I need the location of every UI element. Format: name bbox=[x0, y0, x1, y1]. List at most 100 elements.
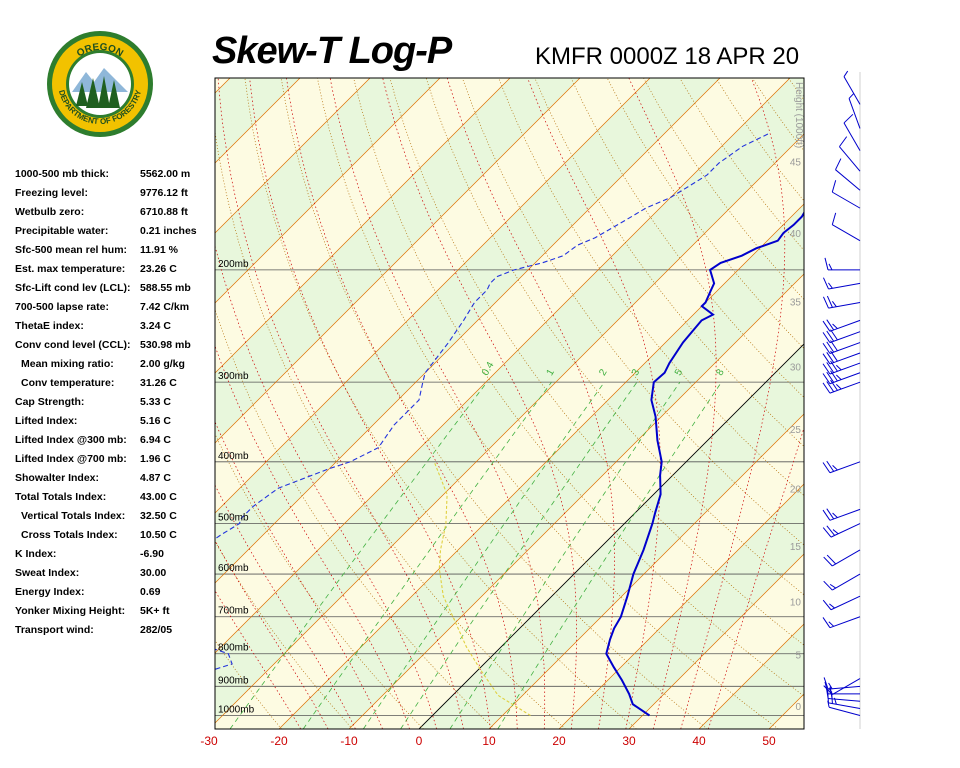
wind-barb-shaft bbox=[843, 122, 861, 151]
wind-barb-feather bbox=[824, 257, 829, 271]
wind-barb-feather bbox=[832, 323, 838, 329]
wind-barb-shaft bbox=[830, 523, 861, 538]
wind-barb bbox=[822, 523, 861, 538]
wind-barb-feather bbox=[828, 621, 835, 627]
index-value: 23.26 C bbox=[140, 263, 177, 275]
index-row: Conv temperature: 31.26 C bbox=[15, 377, 215, 396]
isotherm-line bbox=[215, 78, 651, 514]
isotherm-line bbox=[215, 78, 721, 584]
wind-barb-feather bbox=[828, 263, 833, 271]
temperature-tick-label: 0 bbox=[416, 734, 423, 748]
temperature-tick-label: 20 bbox=[552, 734, 566, 748]
index-value: 32.50 C bbox=[140, 510, 177, 522]
wind-barb-feather bbox=[822, 462, 831, 474]
wind-barb-feather bbox=[823, 685, 833, 695]
index-row: Vertical Totals Index: 32.50 C bbox=[15, 510, 215, 529]
wind-barb bbox=[822, 277, 861, 290]
wind-barb bbox=[822, 350, 861, 365]
wind-barb-shaft bbox=[835, 169, 861, 191]
wind-barb bbox=[839, 136, 861, 172]
isotherm-line bbox=[0, 78, 20, 729]
index-label: Mean mixing ratio: bbox=[21, 358, 114, 370]
temperature-tick-label: -10 bbox=[340, 734, 358, 748]
height-tick-label: 10 bbox=[790, 597, 802, 608]
wind-barb-shaft bbox=[828, 698, 861, 702]
pressure-level-label: 800mb bbox=[218, 643, 249, 654]
wind-barb-feather bbox=[826, 525, 836, 536]
moist-adiabat bbox=[215, 589, 301, 729]
index-row: Freezing level: 9776.12 ft bbox=[15, 187, 215, 206]
temperature-tick-label: -20 bbox=[270, 734, 288, 748]
wind-barb bbox=[822, 329, 861, 344]
mixing-ratio-label: 1 bbox=[545, 367, 558, 378]
index-label: Yonker Mixing Height: bbox=[15, 605, 126, 617]
index-row: Sfc-500 mean rel hum: 11.91 % bbox=[15, 244, 215, 263]
wind-barb-shaft bbox=[829, 372, 861, 385]
index-label: Lifted Index: bbox=[15, 415, 78, 427]
wind-barb-feather bbox=[822, 332, 831, 343]
mixing-ratio-label: 8 bbox=[714, 367, 727, 378]
index-label: Total Totals Index: bbox=[15, 491, 107, 503]
index-value: 5562.00 m bbox=[140, 168, 191, 180]
index-row: Lifted Index: 5.16 C bbox=[15, 415, 215, 434]
index-row: K Index: -6.90 bbox=[15, 548, 215, 567]
index-row: Showalter Index: 4.87 C bbox=[15, 472, 215, 491]
wind-barb bbox=[843, 70, 861, 105]
index-value: 30.00 bbox=[140, 567, 167, 579]
index-row: Mean mixing ratio: 2.00 g/kg bbox=[15, 358, 215, 377]
mixing-ratio-label: 2 bbox=[597, 367, 610, 378]
wind-barb-feather bbox=[839, 136, 848, 147]
index-label: ThetaE index: bbox=[15, 320, 84, 332]
isotherm-band bbox=[215, 78, 804, 723]
wind-barb-feather bbox=[826, 381, 835, 393]
isotherm-line bbox=[0, 78, 160, 729]
index-label: Showalter Index: bbox=[15, 472, 100, 484]
dry-adiabat bbox=[215, 639, 282, 729]
mixing-ratio-line bbox=[497, 381, 722, 729]
index-value: 0.69 bbox=[140, 586, 161, 598]
wind-barb-feather bbox=[828, 682, 833, 690]
station-time-label: KMFR 0000Z 18 APR 20 bbox=[535, 43, 800, 70]
index-label: 1000-500 mb thick: bbox=[15, 168, 109, 180]
dry-adiabat bbox=[389, 78, 804, 646]
wind-barb-feather bbox=[826, 319, 835, 331]
index-value: 6710.88 ft bbox=[140, 206, 188, 218]
height-tick-label: 20 bbox=[790, 485, 802, 496]
moist-adiabat bbox=[286, 78, 518, 729]
wind-barb-feather bbox=[835, 384, 842, 390]
wind-barb bbox=[822, 508, 861, 521]
wind-barb bbox=[823, 678, 861, 695]
dry-adiabat bbox=[788, 78, 804, 101]
wind-barb-shaft bbox=[829, 352, 861, 365]
wind-barb bbox=[835, 158, 861, 191]
index-value: 0.21 inches bbox=[140, 225, 197, 237]
wind-barb-feather bbox=[830, 360, 838, 372]
height-tick-label: 15 bbox=[790, 542, 802, 553]
wind-barb-feather bbox=[822, 320, 831, 332]
isotherm-line bbox=[628, 553, 804, 729]
index-row: Yonker Mixing Height: 5K+ ft bbox=[15, 605, 215, 624]
wind-barb bbox=[831, 180, 861, 209]
wind-barb-feather bbox=[826, 362, 835, 373]
temperature-tick-label: 30 bbox=[622, 734, 636, 748]
isotherm-line bbox=[488, 413, 804, 729]
height-tick-label: 45 bbox=[790, 157, 802, 168]
index-label: Wetbulb zero: bbox=[15, 206, 85, 218]
index-row: Cross Totals Index: 10.50 C bbox=[15, 529, 215, 548]
index-value: 6.94 C bbox=[140, 434, 171, 446]
wind-barb-feather bbox=[832, 529, 839, 535]
isotherm-line bbox=[215, 78, 511, 374]
index-label: Transport wind: bbox=[15, 624, 94, 636]
wind-barb-feather bbox=[822, 527, 832, 538]
height-tick-label: 0 bbox=[795, 702, 801, 713]
moist-adiabat bbox=[329, 78, 546, 729]
wind-barb bbox=[822, 379, 861, 394]
wind-barb-shaft bbox=[832, 678, 861, 695]
moist-adiabat bbox=[382, 78, 577, 729]
isotherm-line bbox=[215, 78, 371, 234]
dry-adiabat bbox=[861, 78, 960, 729]
index-value: 11.91 % bbox=[140, 244, 178, 256]
wind-barb-feather bbox=[831, 212, 837, 225]
wind-barb bbox=[823, 677, 861, 690]
isotherm-line bbox=[348, 273, 804, 729]
